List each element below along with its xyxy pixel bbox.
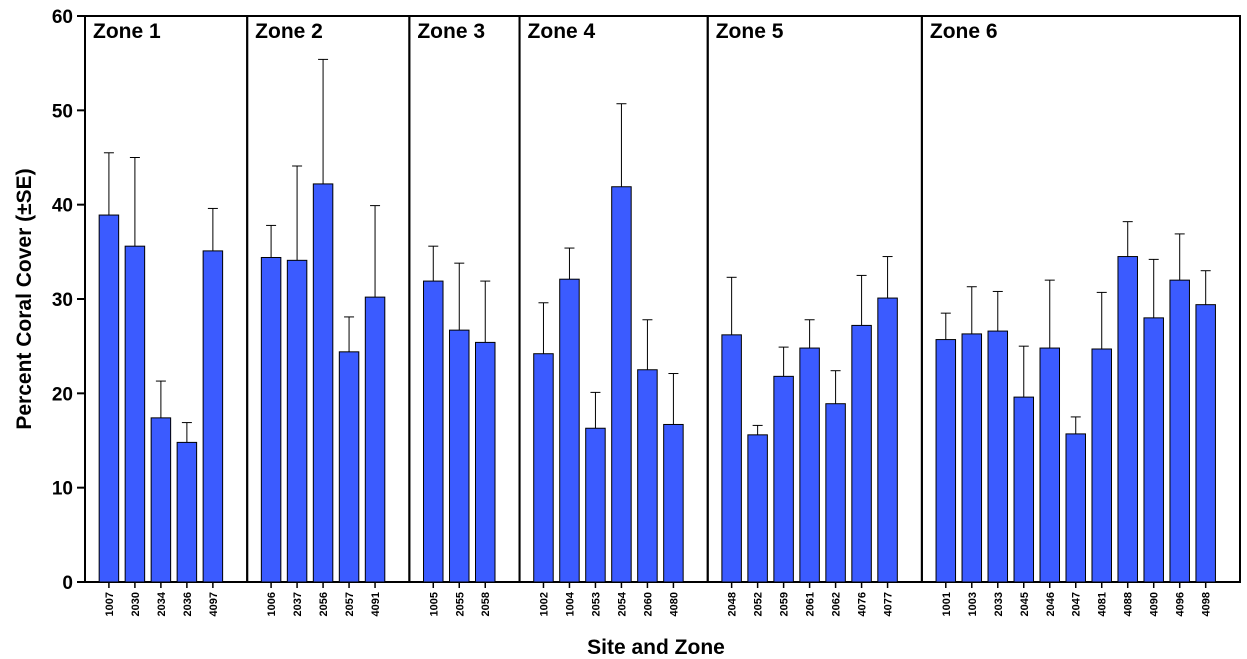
- bar: [611, 186, 632, 583]
- y-tick-label: 30: [52, 290, 73, 311]
- bar: [851, 324, 872, 583]
- x-tick-label: 2060: [642, 592, 654, 616]
- zone-label: Zone 6: [930, 20, 998, 43]
- bar: [637, 369, 658, 583]
- x-tick-label: 1007: [104, 592, 116, 616]
- bar: [825, 403, 846, 583]
- x-tick-label: 4097: [208, 592, 220, 616]
- x-tick-label: 4096: [1175, 592, 1187, 616]
- x-tick-label: 2054: [616, 591, 628, 616]
- zone-label: Zone 2: [255, 20, 323, 43]
- x-tick-label: 2053: [590, 592, 602, 616]
- x-tick-label: 4076: [857, 592, 869, 616]
- x-tick-label: 2057: [344, 592, 356, 616]
- x-tick-label: 2037: [292, 592, 304, 616]
- bar: [585, 427, 606, 583]
- bar: [286, 259, 308, 583]
- x-tick-label: 1005: [428, 592, 440, 616]
- bar: [124, 245, 146, 583]
- y-tick-label: 40: [52, 196, 73, 217]
- x-tick-label: 4081: [1097, 592, 1109, 616]
- x-tick-label: 1001: [941, 592, 953, 616]
- bar: [1117, 256, 1138, 583]
- zone-label: Zone 3: [417, 20, 485, 43]
- y-tick-label: 0: [62, 573, 73, 594]
- bar: [474, 341, 496, 583]
- bar: [663, 423, 684, 583]
- x-tick-label: 2045: [1019, 592, 1031, 616]
- x-tick-label: 2033: [993, 592, 1005, 616]
- x-tick-label: 2061: [805, 592, 817, 616]
- bar: [1065, 433, 1086, 583]
- x-tick-label: 2052: [753, 592, 765, 616]
- bar: [1195, 304, 1216, 583]
- y-tick-label: 20: [52, 384, 73, 405]
- x-tick-label: 2030: [130, 592, 142, 616]
- x-tick-label: 4098: [1201, 592, 1213, 616]
- x-tick-label: 2059: [779, 592, 791, 616]
- bar: [877, 297, 898, 583]
- bar: [935, 339, 957, 583]
- bar: [150, 417, 172, 583]
- bar: [364, 296, 386, 583]
- x-tick-label: 2058: [480, 592, 492, 616]
- bar: [1013, 396, 1035, 583]
- bar: [799, 347, 820, 583]
- bar: [961, 333, 983, 583]
- x-tick-label: 1006: [266, 592, 278, 616]
- bar: [1039, 347, 1061, 583]
- x-tick-label: 1003: [967, 592, 979, 616]
- zone-label: Zone 1: [93, 20, 161, 43]
- bar: [1143, 317, 1164, 583]
- y-tick-label: 50: [52, 101, 73, 122]
- bar: [1091, 348, 1112, 583]
- category-labels: 1007 2030 2034 2036 4097 1006 2037 2056 2057 4091…: [104, 582, 1213, 616]
- bar: [202, 250, 224, 583]
- bars: [98, 58, 1216, 583]
- x-tick-label: 4088: [1123, 592, 1135, 616]
- y-axis-title: Percent Coral Cover (±SE): [13, 168, 36, 429]
- x-tick-label: 2047: [1071, 592, 1083, 616]
- bar: [721, 334, 742, 583]
- bar: [338, 351, 360, 583]
- x-tick-label: 2055: [454, 592, 466, 616]
- bar: [260, 256, 282, 583]
- x-tick-label: 4090: [1149, 592, 1161, 616]
- bar: [559, 278, 580, 583]
- x-tick-label: 2046: [1045, 592, 1057, 616]
- bar: [747, 434, 768, 583]
- x-tick-label: 2034: [156, 591, 168, 616]
- x-tick-label: 1004: [564, 591, 576, 616]
- bar: [423, 280, 444, 583]
- x-tick-label: 4080: [668, 592, 680, 616]
- bar: [1169, 279, 1190, 583]
- x-tick-label: 2062: [831, 592, 843, 616]
- x-tick-label: 4077: [883, 592, 895, 616]
- zone-label: Zone 4: [528, 20, 596, 43]
- y-tick-label: 10: [52, 479, 73, 500]
- bar: [773, 375, 794, 583]
- x-axis-title: Site and Zone: [587, 636, 725, 659]
- zone-label: Zone 5: [716, 20, 784, 43]
- x-tick-label: 4091: [370, 592, 382, 616]
- y-tick-label: 60: [52, 7, 73, 28]
- bar: [987, 330, 1009, 583]
- bar: [449, 329, 470, 583]
- x-tick-label: 2036: [182, 592, 194, 616]
- bar: [176, 441, 198, 583]
- bar: [533, 353, 554, 583]
- x-tick-label: 2056: [318, 592, 330, 616]
- bar: [98, 214, 120, 583]
- x-tick-label: 2048: [727, 592, 739, 616]
- x-tick-label: 1002: [538, 592, 550, 616]
- bar: [312, 183, 334, 583]
- y-axis: 0 10 20 30 40 50 60: [52, 7, 85, 594]
